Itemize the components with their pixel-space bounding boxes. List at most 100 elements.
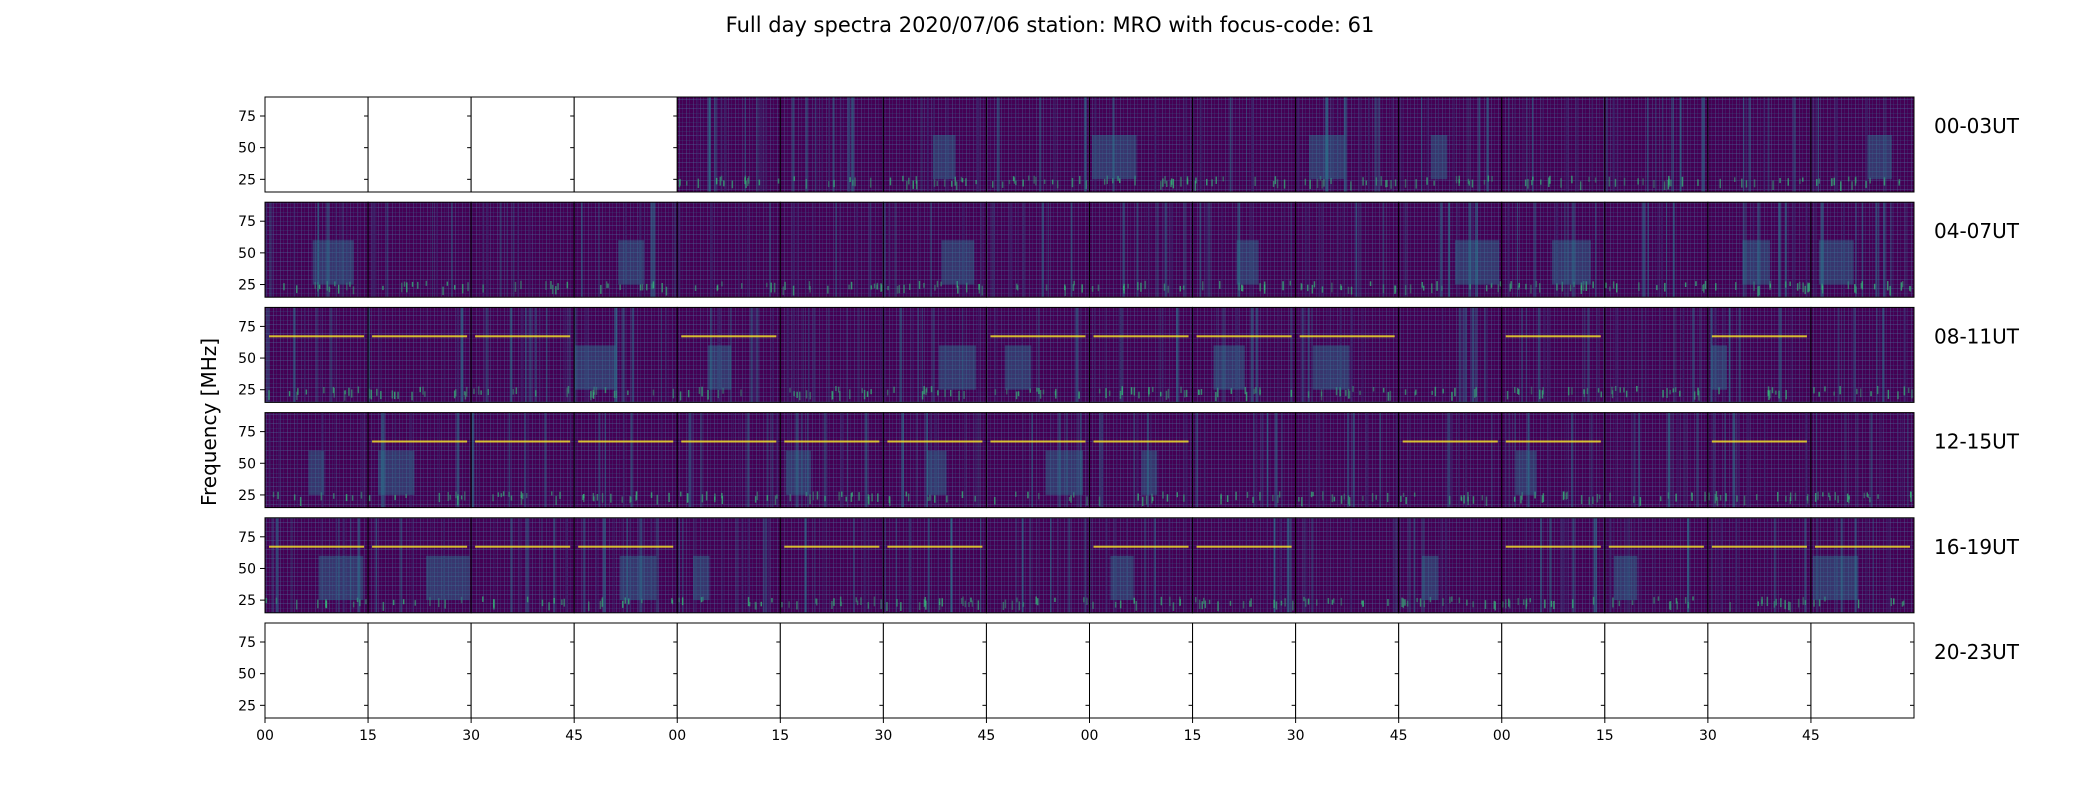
burst-mark [297, 388, 299, 395]
intensity-column [1758, 202, 1761, 298]
burst-mark [1609, 286, 1611, 292]
burst-mark [1796, 283, 1799, 291]
panel-background [265, 97, 369, 192]
intensity-column [1136, 202, 1139, 298]
intensity-column [977, 97, 981, 192]
burst-mark [1887, 281, 1889, 291]
burst-mark [1736, 495, 1738, 502]
burst-mark [1789, 492, 1792, 501]
intensity-column [747, 517, 750, 613]
burst-mark [561, 599, 563, 605]
intensity-column [1126, 517, 1128, 613]
intensity-column [735, 517, 739, 613]
intensity-column [1853, 307, 1856, 403]
burst-mark [827, 285, 829, 294]
burst-mark [1839, 386, 1841, 395]
spectrogram-panel [1810, 306, 1915, 403]
burst-mark [621, 496, 623, 503]
burst-mark [867, 494, 870, 499]
spectrogram-panel [1707, 96, 1812, 193]
burst-mark [849, 389, 851, 400]
intensity-column [1630, 307, 1632, 403]
intensity-column [928, 517, 930, 613]
intensity-column [1645, 307, 1648, 403]
interference-line [475, 335, 571, 338]
burst-mark [849, 177, 851, 182]
burst-mark [1416, 598, 1418, 603]
intensity-column [1183, 202, 1187, 298]
intensity-column [1667, 412, 1671, 508]
burst-mark [831, 600, 833, 609]
burst-mark [497, 492, 500, 497]
intensity-column [638, 517, 642, 613]
emission-band [1110, 555, 1134, 601]
burst-mark [567, 386, 570, 394]
burst-mark [1038, 492, 1040, 500]
burst-mark [1455, 176, 1458, 184]
burst-mark [1659, 496, 1662, 502]
intensity-column [1614, 412, 1617, 508]
intensity-column [265, 202, 268, 298]
spectrogram-panel [985, 306, 1090, 403]
burst-mark [1350, 286, 1353, 295]
burst-mark [925, 388, 927, 396]
burst-mark [1813, 387, 1815, 394]
intensity-column [382, 412, 385, 508]
burst-mark [1235, 491, 1237, 501]
panel-background [1089, 623, 1193, 718]
burst-mark [924, 597, 926, 606]
burst-mark [1506, 391, 1509, 400]
intensity-column [1613, 517, 1615, 613]
burst-mark [1371, 493, 1374, 502]
intensity-column [1805, 202, 1808, 298]
burst-mark [1856, 388, 1858, 395]
intensity-column [1342, 202, 1345, 298]
burst-mark [1777, 492, 1779, 502]
spectrogram-panel [1398, 412, 1503, 509]
burst-mark [1531, 180, 1533, 186]
burst-mark [1586, 388, 1589, 395]
intensity-column [1639, 517, 1642, 613]
burst-mark [671, 600, 674, 605]
burst-mark [1804, 285, 1806, 295]
panel-background [471, 97, 575, 192]
spectrogram-panel [1295, 306, 1400, 403]
panel-texture [1604, 97, 1708, 192]
intensity-column [943, 307, 947, 403]
burst-mark [1542, 493, 1545, 503]
intensity-column [720, 97, 723, 192]
burst-mark [827, 181, 830, 187]
burst-mark [756, 491, 759, 500]
panel-texture [1089, 202, 1193, 298]
burst-mark [1117, 175, 1119, 181]
burst-mark [808, 281, 811, 290]
burst-mark [438, 492, 441, 503]
intensity-column [1031, 412, 1033, 508]
intensity-column [1875, 202, 1878, 298]
burst-mark [1220, 494, 1222, 505]
panel-background [1295, 623, 1399, 718]
intensity-column [365, 412, 367, 508]
y-tick-label: 25 [238, 383, 256, 399]
burst-mark [719, 176, 721, 186]
intensity-column [1083, 517, 1087, 613]
intensity-column [443, 307, 446, 403]
burst-mark [473, 388, 475, 395]
burst-mark [962, 596, 964, 606]
intensity-column [506, 202, 508, 298]
intensity-column [1398, 97, 1401, 192]
intensity-column [410, 517, 413, 613]
empty-panel [1707, 622, 1812, 719]
burst-mark [1272, 181, 1275, 187]
burst-mark [1152, 496, 1154, 502]
y-tick-label: 75 [238, 214, 256, 230]
burst-mark [1164, 176, 1166, 184]
burst-mark [1160, 596, 1163, 606]
intensity-column [1541, 97, 1544, 192]
panel-frame [1810, 306, 1915, 403]
burst-mark [345, 494, 348, 502]
intensity-column [926, 412, 928, 508]
intensity-column [1359, 202, 1362, 298]
panel-texture [986, 202, 1090, 298]
burst-mark [1831, 178, 1833, 187]
